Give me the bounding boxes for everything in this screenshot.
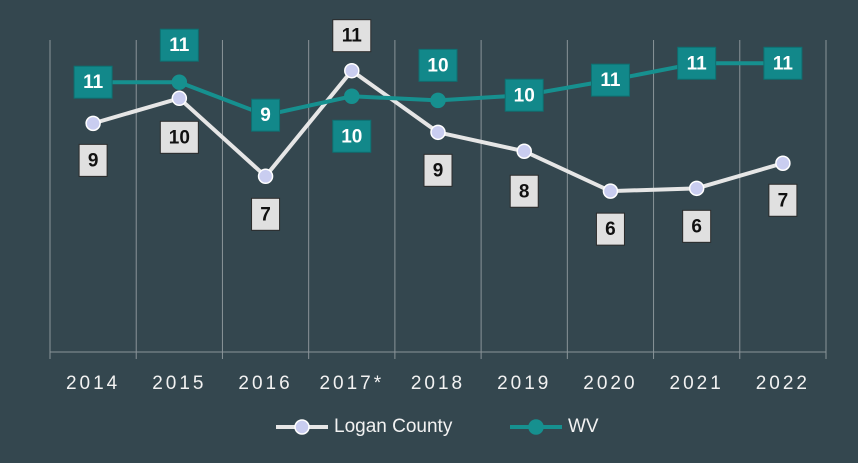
data-label: 6 xyxy=(691,216,702,237)
marker xyxy=(257,168,274,185)
data-label: 11 xyxy=(600,70,621,91)
marker xyxy=(602,183,619,199)
data-label-box xyxy=(251,197,281,231)
data-label: 11 xyxy=(687,53,708,74)
data-label-box xyxy=(763,46,803,80)
legend-marker xyxy=(528,419,544,435)
data-label-box xyxy=(78,143,108,177)
marker xyxy=(430,124,446,141)
marker xyxy=(344,62,360,79)
x-tick-label: 2020 xyxy=(583,373,637,394)
data-label-box xyxy=(595,212,625,246)
x-tick-label: 2016 xyxy=(238,373,292,394)
data-label: 11 xyxy=(773,53,794,74)
marker xyxy=(430,92,446,109)
legend-label: WV xyxy=(568,416,599,437)
data-label: 10 xyxy=(341,126,362,147)
marker xyxy=(516,143,532,159)
data-label-box xyxy=(73,65,113,99)
data-label-box xyxy=(423,153,453,187)
data-label: 7 xyxy=(260,204,271,225)
data-label-box xyxy=(159,120,199,154)
data-label-box xyxy=(251,98,281,132)
x-tick-label: 2019 xyxy=(497,373,551,394)
data-label: 7 xyxy=(778,190,789,211)
marker xyxy=(85,115,101,132)
marker xyxy=(775,155,791,172)
data-label: 9 xyxy=(433,160,444,181)
data-label-box xyxy=(677,46,717,80)
x-tick-label: 2021 xyxy=(670,373,724,394)
marker xyxy=(171,74,188,90)
marker xyxy=(171,90,188,107)
legend-marker xyxy=(294,419,310,435)
data-label-box xyxy=(332,19,372,53)
x-tick-label: 2018 xyxy=(411,373,465,394)
data-label: 11 xyxy=(83,72,104,93)
data-label-box xyxy=(332,119,372,153)
marker xyxy=(688,180,705,197)
x-tick-label: 2015 xyxy=(152,373,206,394)
legend-label: Logan County xyxy=(334,416,453,437)
data-label: 11 xyxy=(169,35,190,56)
data-label-box xyxy=(682,209,712,243)
data-label: 10 xyxy=(169,127,190,148)
data-label-box xyxy=(509,174,539,208)
data-label: 8 xyxy=(519,181,530,202)
data-label: 10 xyxy=(427,55,448,76)
x-tick-label: 2022 xyxy=(756,373,810,394)
data-label: 9 xyxy=(260,105,271,126)
data-label-box xyxy=(590,63,630,97)
x-tick-label: 2014 xyxy=(66,373,120,394)
data-label: 9 xyxy=(88,150,99,171)
data-label-box xyxy=(504,78,544,112)
data-label: 11 xyxy=(342,26,363,47)
data-label-box xyxy=(418,48,458,82)
x-tick-label: 2017* xyxy=(319,373,384,394)
data-label-box xyxy=(768,183,798,217)
data-label: 6 xyxy=(605,219,616,240)
marker xyxy=(344,88,360,105)
data-label: 10 xyxy=(514,85,535,106)
data-label-box xyxy=(159,28,199,62)
